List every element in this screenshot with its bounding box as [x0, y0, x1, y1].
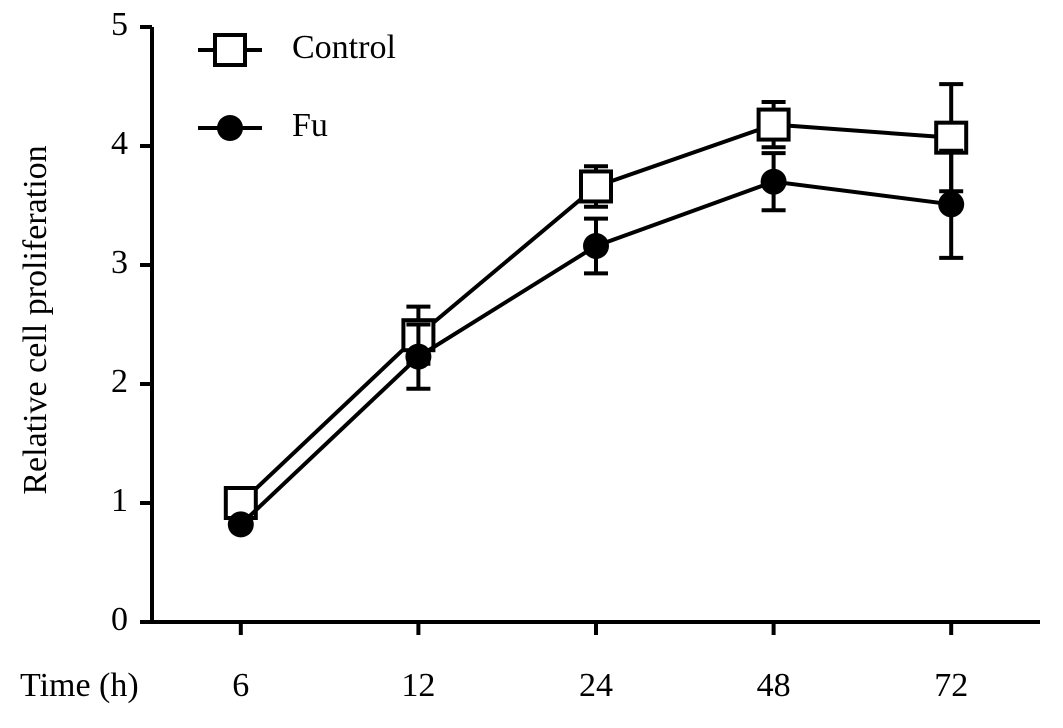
y-tick-label: 1: [111, 482, 128, 519]
marker: [217, 115, 243, 141]
y-tick-label: 2: [111, 363, 128, 400]
y-axis-label: Relative cell proliferation: [17, 145, 54, 494]
legend-label: Control: [292, 29, 396, 66]
marker: [938, 191, 965, 218]
marker: [227, 511, 254, 538]
y-tick-label: 0: [111, 601, 128, 638]
x-tick-label: 12: [401, 667, 435, 704]
x-tick-label: 48: [757, 667, 791, 704]
legend-label: Fu: [292, 107, 328, 144]
marker: [934, 120, 969, 155]
marker: [760, 168, 787, 195]
x-axis-label: Time (h): [20, 667, 139, 704]
x-tick-label: 24: [579, 667, 613, 704]
marker: [583, 232, 609, 259]
x-tick-label: 72: [934, 667, 968, 704]
marker: [756, 107, 791, 142]
y-tick-label: 3: [111, 244, 128, 281]
marker: [405, 343, 432, 370]
y-tick-label: 4: [111, 125, 128, 162]
y-tick-label: 5: [111, 6, 128, 43]
marker: [579, 169, 613, 204]
marker: [213, 33, 247, 67]
x-tick-label: 6: [232, 667, 249, 704]
